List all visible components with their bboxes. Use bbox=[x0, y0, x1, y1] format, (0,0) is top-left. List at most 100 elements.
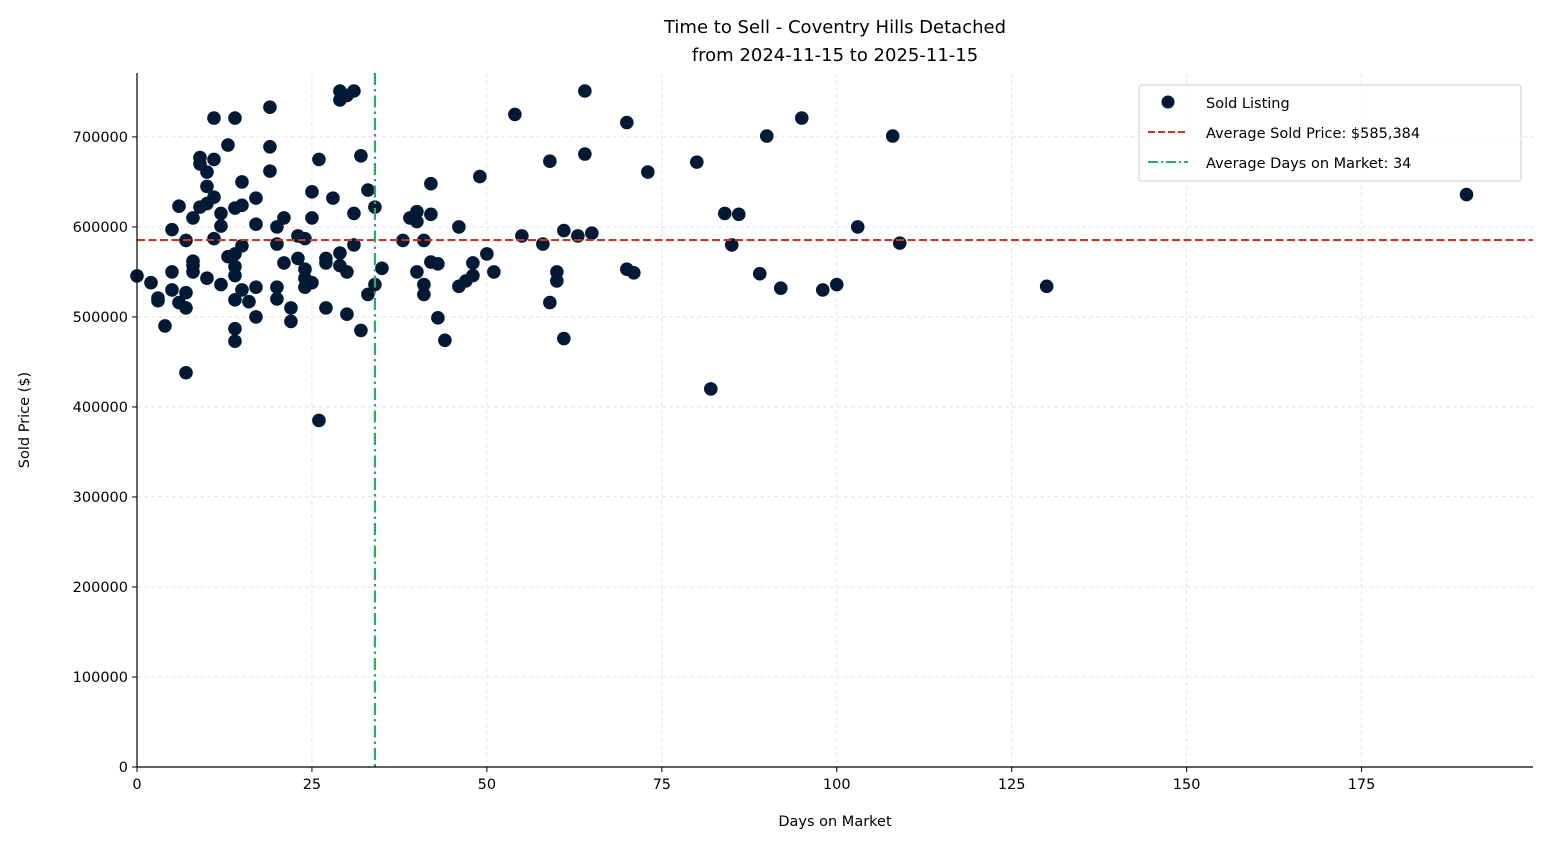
data-point bbox=[543, 295, 557, 310]
data-point bbox=[627, 266, 641, 280]
data-point bbox=[773, 281, 788, 295]
data-point bbox=[228, 268, 242, 283]
data-point bbox=[892, 236, 907, 250]
data-point bbox=[179, 285, 193, 300]
data-point bbox=[249, 310, 263, 324]
data-point bbox=[550, 274, 564, 288]
data-point bbox=[179, 365, 193, 380]
data-point bbox=[270, 292, 284, 306]
data-point bbox=[228, 321, 242, 336]
data-point bbox=[158, 319, 172, 333]
data-point bbox=[235, 198, 249, 213]
reference-lines bbox=[137, 73, 1533, 767]
legend-label-avg-price: Average Sold Price: $585,384 bbox=[1206, 126, 1420, 142]
data-point bbox=[354, 149, 368, 163]
data-point bbox=[340, 265, 354, 279]
x-tick-label: 125 bbox=[998, 777, 1026, 793]
data-point bbox=[578, 84, 592, 98]
data-point bbox=[333, 246, 347, 260]
data-point bbox=[263, 164, 277, 178]
data-point bbox=[305, 185, 319, 199]
legend-marker-points bbox=[1161, 95, 1175, 109]
data-point bbox=[165, 283, 179, 297]
data-point bbox=[452, 220, 466, 234]
data-point bbox=[466, 268, 480, 283]
y-tick-label: 400000 bbox=[73, 400, 128, 416]
data-point bbox=[417, 277, 431, 292]
data-point bbox=[347, 238, 361, 252]
data-point bbox=[717, 206, 732, 221]
data-point bbox=[850, 220, 865, 234]
data-point bbox=[431, 257, 445, 271]
legend-label-points: Sold Listing bbox=[1206, 96, 1290, 112]
data-point bbox=[689, 155, 704, 169]
data-point bbox=[270, 280, 284, 295]
data-point bbox=[207, 231, 221, 246]
data-point bbox=[410, 204, 424, 219]
data-point bbox=[312, 152, 326, 167]
data-point bbox=[235, 239, 249, 253]
x-tick-label: 0 bbox=[132, 777, 141, 793]
data-point bbox=[1039, 279, 1054, 294]
y-tick-label: 500000 bbox=[73, 310, 128, 326]
data-point bbox=[249, 217, 263, 232]
data-point bbox=[186, 265, 200, 279]
data-point bbox=[165, 265, 179, 279]
y-axis-label: Sold Price ($) bbox=[17, 372, 33, 468]
x-tick-label: 25 bbox=[303, 777, 321, 793]
data-point bbox=[424, 176, 438, 191]
data-point bbox=[829, 277, 844, 292]
data-point bbox=[557, 223, 571, 238]
data-point bbox=[305, 211, 319, 225]
data-point bbox=[410, 265, 424, 279]
data-point bbox=[214, 277, 228, 292]
data-point bbox=[284, 301, 298, 315]
data-point bbox=[263, 100, 277, 115]
data-point bbox=[752, 266, 767, 281]
data-point bbox=[151, 293, 165, 308]
data-point bbox=[277, 211, 291, 225]
data-point bbox=[361, 287, 375, 302]
x-tick-label: 75 bbox=[653, 777, 671, 793]
x-tick-label: 150 bbox=[1173, 777, 1201, 793]
data-point bbox=[543, 154, 557, 169]
legend: Sold Listing Average Sold Price: $585,38… bbox=[1138, 84, 1522, 182]
data-point bbox=[724, 238, 739, 252]
data-point bbox=[186, 211, 200, 225]
data-point bbox=[557, 331, 571, 346]
y-tick-label: 0 bbox=[119, 760, 128, 776]
legend-label-avg-days: Average Days on Market: 34 bbox=[1206, 156, 1411, 172]
data-point bbox=[431, 311, 445, 325]
data-point bbox=[347, 84, 361, 98]
data-point bbox=[759, 129, 774, 143]
data-point bbox=[319, 301, 333, 315]
data-point bbox=[165, 222, 179, 237]
data-point bbox=[340, 307, 354, 322]
data-point bbox=[200, 165, 214, 179]
data-point bbox=[438, 333, 452, 348]
x-tick-label: 50 bbox=[478, 777, 496, 793]
data-point bbox=[480, 247, 494, 261]
axes: 0 25 50 75 100 125 150 175 0 100000 200000 300000 40… bbox=[73, 73, 1533, 793]
data-point bbox=[214, 206, 228, 221]
y-tick-label: 300000 bbox=[73, 490, 128, 506]
y-tick-label: 700000 bbox=[73, 130, 128, 146]
data-point bbox=[207, 111, 221, 125]
y-tick-label: 600000 bbox=[73, 220, 128, 236]
data-point bbox=[417, 287, 431, 302]
data-point bbox=[731, 207, 746, 222]
data-point bbox=[249, 280, 263, 295]
data-point bbox=[473, 169, 487, 184]
data-point bbox=[620, 115, 634, 130]
x-tick-label: 175 bbox=[1348, 777, 1376, 793]
data-point bbox=[291, 251, 305, 266]
chart-subtitle: from 2024-11-15 to 2025-11-15 bbox=[692, 45, 978, 66]
x-axis-label: Days on Market bbox=[778, 814, 892, 830]
data-point bbox=[424, 207, 438, 222]
y-tick-label: 200000 bbox=[73, 580, 128, 596]
data-point bbox=[235, 283, 249, 297]
data-point bbox=[249, 191, 263, 205]
data-point bbox=[347, 206, 361, 221]
x-tick-label: 100 bbox=[823, 777, 851, 793]
